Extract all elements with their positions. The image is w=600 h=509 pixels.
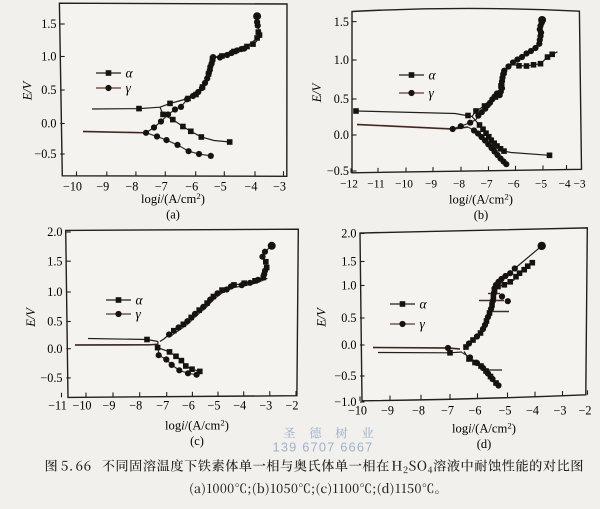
svg-text:−8: −8 bbox=[125, 180, 138, 194]
svg-text:(c): (c) bbox=[190, 434, 204, 448]
svg-text:1.0: 1.0 bbox=[47, 285, 62, 299]
svg-text:−8: −8 bbox=[453, 179, 465, 191]
svg-text:0.5: 0.5 bbox=[341, 311, 356, 325]
svg-text:−1.0: −1.0 bbox=[334, 395, 356, 409]
svg-text:−9: −9 bbox=[425, 179, 437, 191]
svg-text:(b): (b) bbox=[474, 208, 488, 222]
svg-text:1.5: 1.5 bbox=[334, 15, 349, 29]
svg-text:2.0: 2.0 bbox=[47, 225, 62, 239]
svg-text:−0.5: −0.5 bbox=[34, 147, 56, 161]
svg-text:−2: −2 bbox=[286, 399, 299, 413]
svg-text:γ: γ bbox=[429, 86, 435, 101]
svg-text:E/V: E/V bbox=[310, 82, 324, 103]
svg-text:1.0: 1.0 bbox=[341, 279, 356, 293]
svg-text:−10: −10 bbox=[348, 404, 367, 418]
svg-text:−4: −4 bbox=[233, 399, 246, 413]
svg-text:−4: −4 bbox=[558, 179, 570, 191]
svg-text:1.5: 1.5 bbox=[47, 254, 62, 268]
svg-text:−3: −3 bbox=[554, 404, 567, 418]
svg-text:−8: −8 bbox=[129, 399, 142, 413]
svg-text:(d): (d) bbox=[477, 437, 491, 451]
svg-text:0.5: 0.5 bbox=[41, 83, 56, 97]
svg-text:−4: −4 bbox=[245, 180, 258, 194]
svg-text:−6: −6 bbox=[507, 179, 519, 191]
svg-text:1.0: 1.0 bbox=[41, 50, 56, 64]
svg-text:−7: −7 bbox=[480, 179, 492, 191]
svg-text:−9: −9 bbox=[96, 180, 109, 194]
svg-text:−3: −3 bbox=[259, 399, 272, 413]
svg-text:logi/(A/cm2): logi/(A/cm2) bbox=[141, 191, 205, 206]
svg-text:−10: −10 bbox=[63, 180, 82, 194]
svg-text:(a): (a) bbox=[166, 208, 180, 222]
svg-text:−9: −9 bbox=[103, 399, 116, 413]
svg-text:−11: −11 bbox=[367, 179, 385, 191]
svg-text:0.0: 0.0 bbox=[341, 338, 356, 352]
svg-text:1.5: 1.5 bbox=[341, 255, 356, 269]
svg-text:γ: γ bbox=[136, 307, 142, 322]
svg-text:logi/(A/cm2): logi/(A/cm2) bbox=[449, 192, 513, 207]
svg-text:−7: −7 bbox=[441, 404, 454, 418]
svg-text:α: α bbox=[429, 68, 437, 83]
svg-text:−11: −11 bbox=[48, 399, 67, 413]
svg-text:1.0: 1.0 bbox=[334, 53, 349, 67]
svg-text:E/V: E/V bbox=[21, 80, 35, 101]
svg-text:0.5: 0.5 bbox=[334, 92, 349, 106]
svg-text:−0.5: −0.5 bbox=[334, 369, 356, 383]
svg-text:−4: −4 bbox=[526, 404, 539, 418]
svg-text:γ: γ bbox=[126, 81, 132, 96]
svg-text:−2: −2 bbox=[579, 404, 592, 418]
svg-text:−5: −5 bbox=[535, 179, 547, 191]
svg-text:0.0: 0.0 bbox=[47, 342, 62, 356]
svg-text:0.0: 0.0 bbox=[41, 117, 56, 131]
svg-text:logi/(A/cm2): logi/(A/cm2) bbox=[165, 418, 229, 433]
svg-text:1.5: 1.5 bbox=[41, 17, 56, 31]
svg-text:γ: γ bbox=[420, 317, 426, 332]
svg-text:−7: −7 bbox=[156, 399, 169, 413]
svg-text:−6: −6 bbox=[182, 399, 195, 413]
svg-text:logi/(A/cm2): logi/(A/cm2) bbox=[452, 421, 516, 436]
svg-text:−3: −3 bbox=[573, 179, 585, 191]
svg-text:−6: −6 bbox=[469, 404, 482, 418]
svg-text:α: α bbox=[126, 66, 134, 81]
svg-text:−12: −12 bbox=[340, 179, 358, 191]
svg-text:0.5: 0.5 bbox=[47, 315, 62, 329]
svg-text:−7: −7 bbox=[155, 180, 168, 194]
svg-text:−8: −8 bbox=[412, 404, 425, 418]
svg-text:α: α bbox=[136, 293, 144, 308]
svg-text:−0.5: −0.5 bbox=[327, 164, 349, 178]
svg-text:−9: −9 bbox=[381, 404, 394, 418]
svg-text:0.0: 0.0 bbox=[334, 128, 349, 142]
svg-text:α: α bbox=[420, 297, 428, 312]
svg-text:−5: −5 bbox=[214, 180, 227, 194]
svg-text:139 6707 6667: 139 6707 6667 bbox=[273, 440, 374, 455]
svg-text:−3: −3 bbox=[273, 180, 286, 194]
svg-text:2.0: 2.0 bbox=[341, 227, 356, 241]
svg-text:−5: −5 bbox=[208, 399, 221, 413]
svg-text:−10: −10 bbox=[395, 179, 413, 191]
svg-text:E/V: E/V bbox=[315, 307, 329, 328]
svg-text:−5: −5 bbox=[499, 404, 512, 418]
svg-text:−10: −10 bbox=[72, 399, 91, 413]
svg-text:−0.5: −0.5 bbox=[40, 371, 62, 385]
svg-text:−6: −6 bbox=[185, 180, 198, 194]
svg-text:E/V: E/V bbox=[24, 307, 38, 328]
